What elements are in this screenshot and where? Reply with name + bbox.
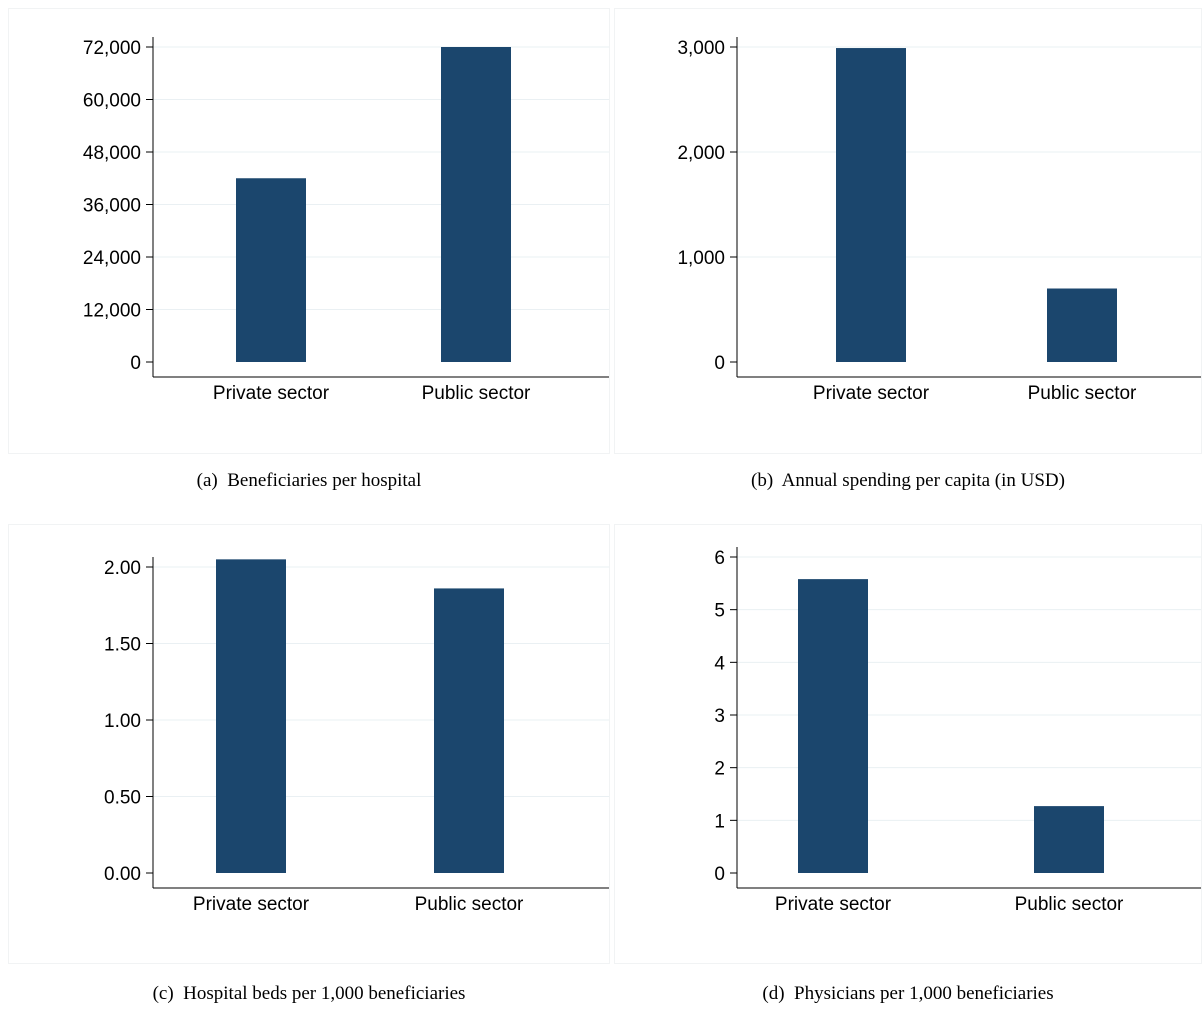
y-tick-label-d-5: 5	[714, 601, 725, 622]
chart-d-svg: 0 1 2 3 4 5 6 Private sector Public sector	[714, 547, 1201, 915]
caption-d: (d) Physicians per 1,000 beneficiaries	[614, 983, 1202, 1005]
category-label-b-1: Public sector	[1028, 383, 1137, 404]
y-tick-label-b-3: 3,000	[677, 38, 725, 59]
category-label-c-1: Public sector	[415, 894, 524, 915]
bar-a-1	[441, 47, 511, 362]
y-tick-label-d-6: 6	[714, 548, 725, 569]
y-tick-label-d-0: 0	[714, 864, 725, 885]
caption-a-text: Beneficiaries per hospital	[227, 470, 422, 491]
y-tick-label-d-1: 1	[714, 811, 725, 832]
bar-b-1	[1047, 288, 1117, 362]
caption-c: (c) Hospital beds per 1,000 beneficiarie…	[8, 983, 610, 1005]
bar-d-0	[798, 579, 868, 873]
category-label-d-0: Private sector	[775, 894, 892, 915]
y-tick-label-b-1: 1,000	[677, 248, 725, 269]
category-label-b-0: Private sector	[813, 383, 930, 404]
y-tick-label-c-1: 0.50	[104, 788, 141, 809]
bar-c-1	[434, 588, 504, 873]
bar-d-1	[1034, 806, 1104, 873]
caption-c-text: Hospital beds per 1,000 beneficiaries	[183, 983, 466, 1004]
category-label-a-1: Public sector	[422, 383, 531, 404]
chart-panel-c: 0.00 0.50 1.00 1.50 2.00 Private sector Public…	[8, 524, 610, 964]
y-tick-label-a-2: 24,000	[83, 248, 141, 269]
y-tick-label-c-4: 2.00	[104, 558, 141, 579]
y-tick-label-d-3: 3	[714, 706, 725, 727]
y-tick-label-c-2: 1.00	[104, 711, 141, 732]
y-tick-label-d-2: 2	[714, 759, 725, 780]
y-tick-label-a-5: 60,000	[83, 91, 141, 112]
chart-b-svg: 0 1,000 2,000 3,000 Private sector Public sec…	[677, 37, 1201, 404]
y-tick-label-b-0: 0	[714, 353, 725, 374]
y-tick-label-b-2: 2,000	[677, 143, 725, 164]
bar-c-0	[216, 559, 286, 873]
chart-panel-b: 0 1,000 2,000 3,000 Private sector Public sec…	[614, 8, 1202, 454]
y-tick-label-c-3: 1.50	[104, 635, 141, 656]
caption-b: (b) Annual spending per capita (in USD)	[614, 470, 1202, 492]
y-tick-label-a-0: 0	[130, 353, 141, 374]
category-label-c-0: Private sector	[193, 894, 310, 915]
y-tick-label-a-1: 12,000	[83, 301, 141, 322]
bar-a-0	[236, 178, 306, 362]
y-tick-label-a-6: 72,000	[83, 38, 141, 59]
y-tick-label-a-4: 48,000	[83, 143, 141, 164]
caption-d-text: Physicians per 1,000 beneficiaries	[794, 983, 1054, 1004]
y-tick-label-a-3: 36,000	[83, 196, 141, 217]
y-tick-label-c-0: 0.00	[104, 864, 141, 885]
caption-c-label: (c)	[152, 983, 174, 1004]
chart-panel-a: 0 12,000 24,000 36,000 48,000 60,000 72,000 Pri…	[8, 8, 610, 454]
chart-c-svg: 0.00 0.50 1.00 1.50 2.00 Private sector Public…	[104, 557, 609, 915]
category-label-d-1: Public sector	[1015, 894, 1124, 915]
caption-a: (a) Beneficiaries per hospital	[8, 470, 610, 492]
caption-b-text: Annual spending per capita (in USD)	[781, 470, 1065, 491]
caption-d-label: (d)	[762, 983, 785, 1004]
chart-panel-d: 0 1 2 3 4 5 6 Private sector Public sector	[614, 524, 1202, 964]
category-label-a-0: Private sector	[213, 383, 330, 404]
caption-a-label: (a)	[196, 470, 218, 491]
bar-b-0	[836, 48, 906, 363]
y-tick-label-d-4: 4	[714, 653, 725, 674]
chart-a-svg: 0 12,000 24,000 36,000 48,000 60,000 72,000 Pri…	[83, 37, 609, 404]
caption-b-label: (b)	[751, 470, 774, 491]
